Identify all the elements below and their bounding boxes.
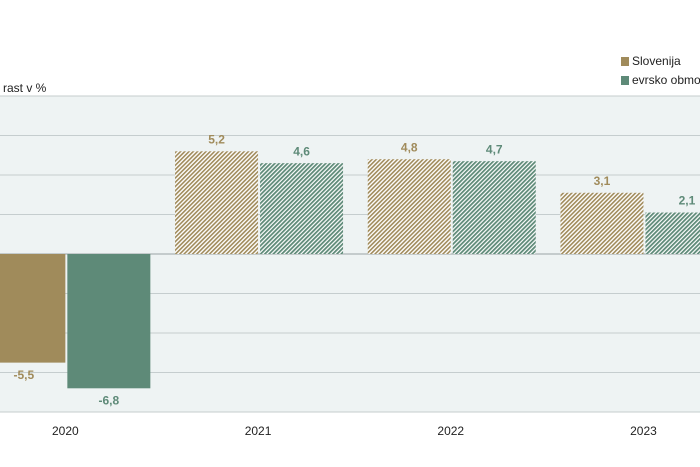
legend-label: evrsko območje [632, 73, 700, 87]
bar [175, 151, 259, 254]
bar [0, 254, 66, 363]
x-tick-label: 2022 [437, 424, 464, 438]
data-label: -6,8 [99, 393, 120, 407]
x-tick-label: 2020 [52, 424, 79, 438]
legend-swatch [621, 57, 629, 66]
bar [260, 163, 344, 254]
data-label: 2,1 [679, 194, 696, 208]
bar [452, 161, 536, 254]
legend-swatch [621, 76, 629, 85]
bar [367, 159, 451, 254]
y-axis-label: rast v % [3, 81, 47, 95]
bar [67, 254, 151, 389]
data-label: 3,1 [594, 174, 611, 188]
x-tick-label: 2023 [630, 424, 657, 438]
bar [645, 212, 700, 254]
x-tick-label: 2021 [245, 424, 272, 438]
bar [560, 192, 644, 254]
data-label: 5,2 [208, 132, 225, 146]
data-label: -5,5 [14, 368, 35, 382]
data-label: 4,6 [293, 144, 310, 158]
data-label: 4,7 [486, 142, 503, 156]
data-label: 4,8 [401, 140, 418, 154]
legend-label: Slovenija [632, 54, 681, 68]
